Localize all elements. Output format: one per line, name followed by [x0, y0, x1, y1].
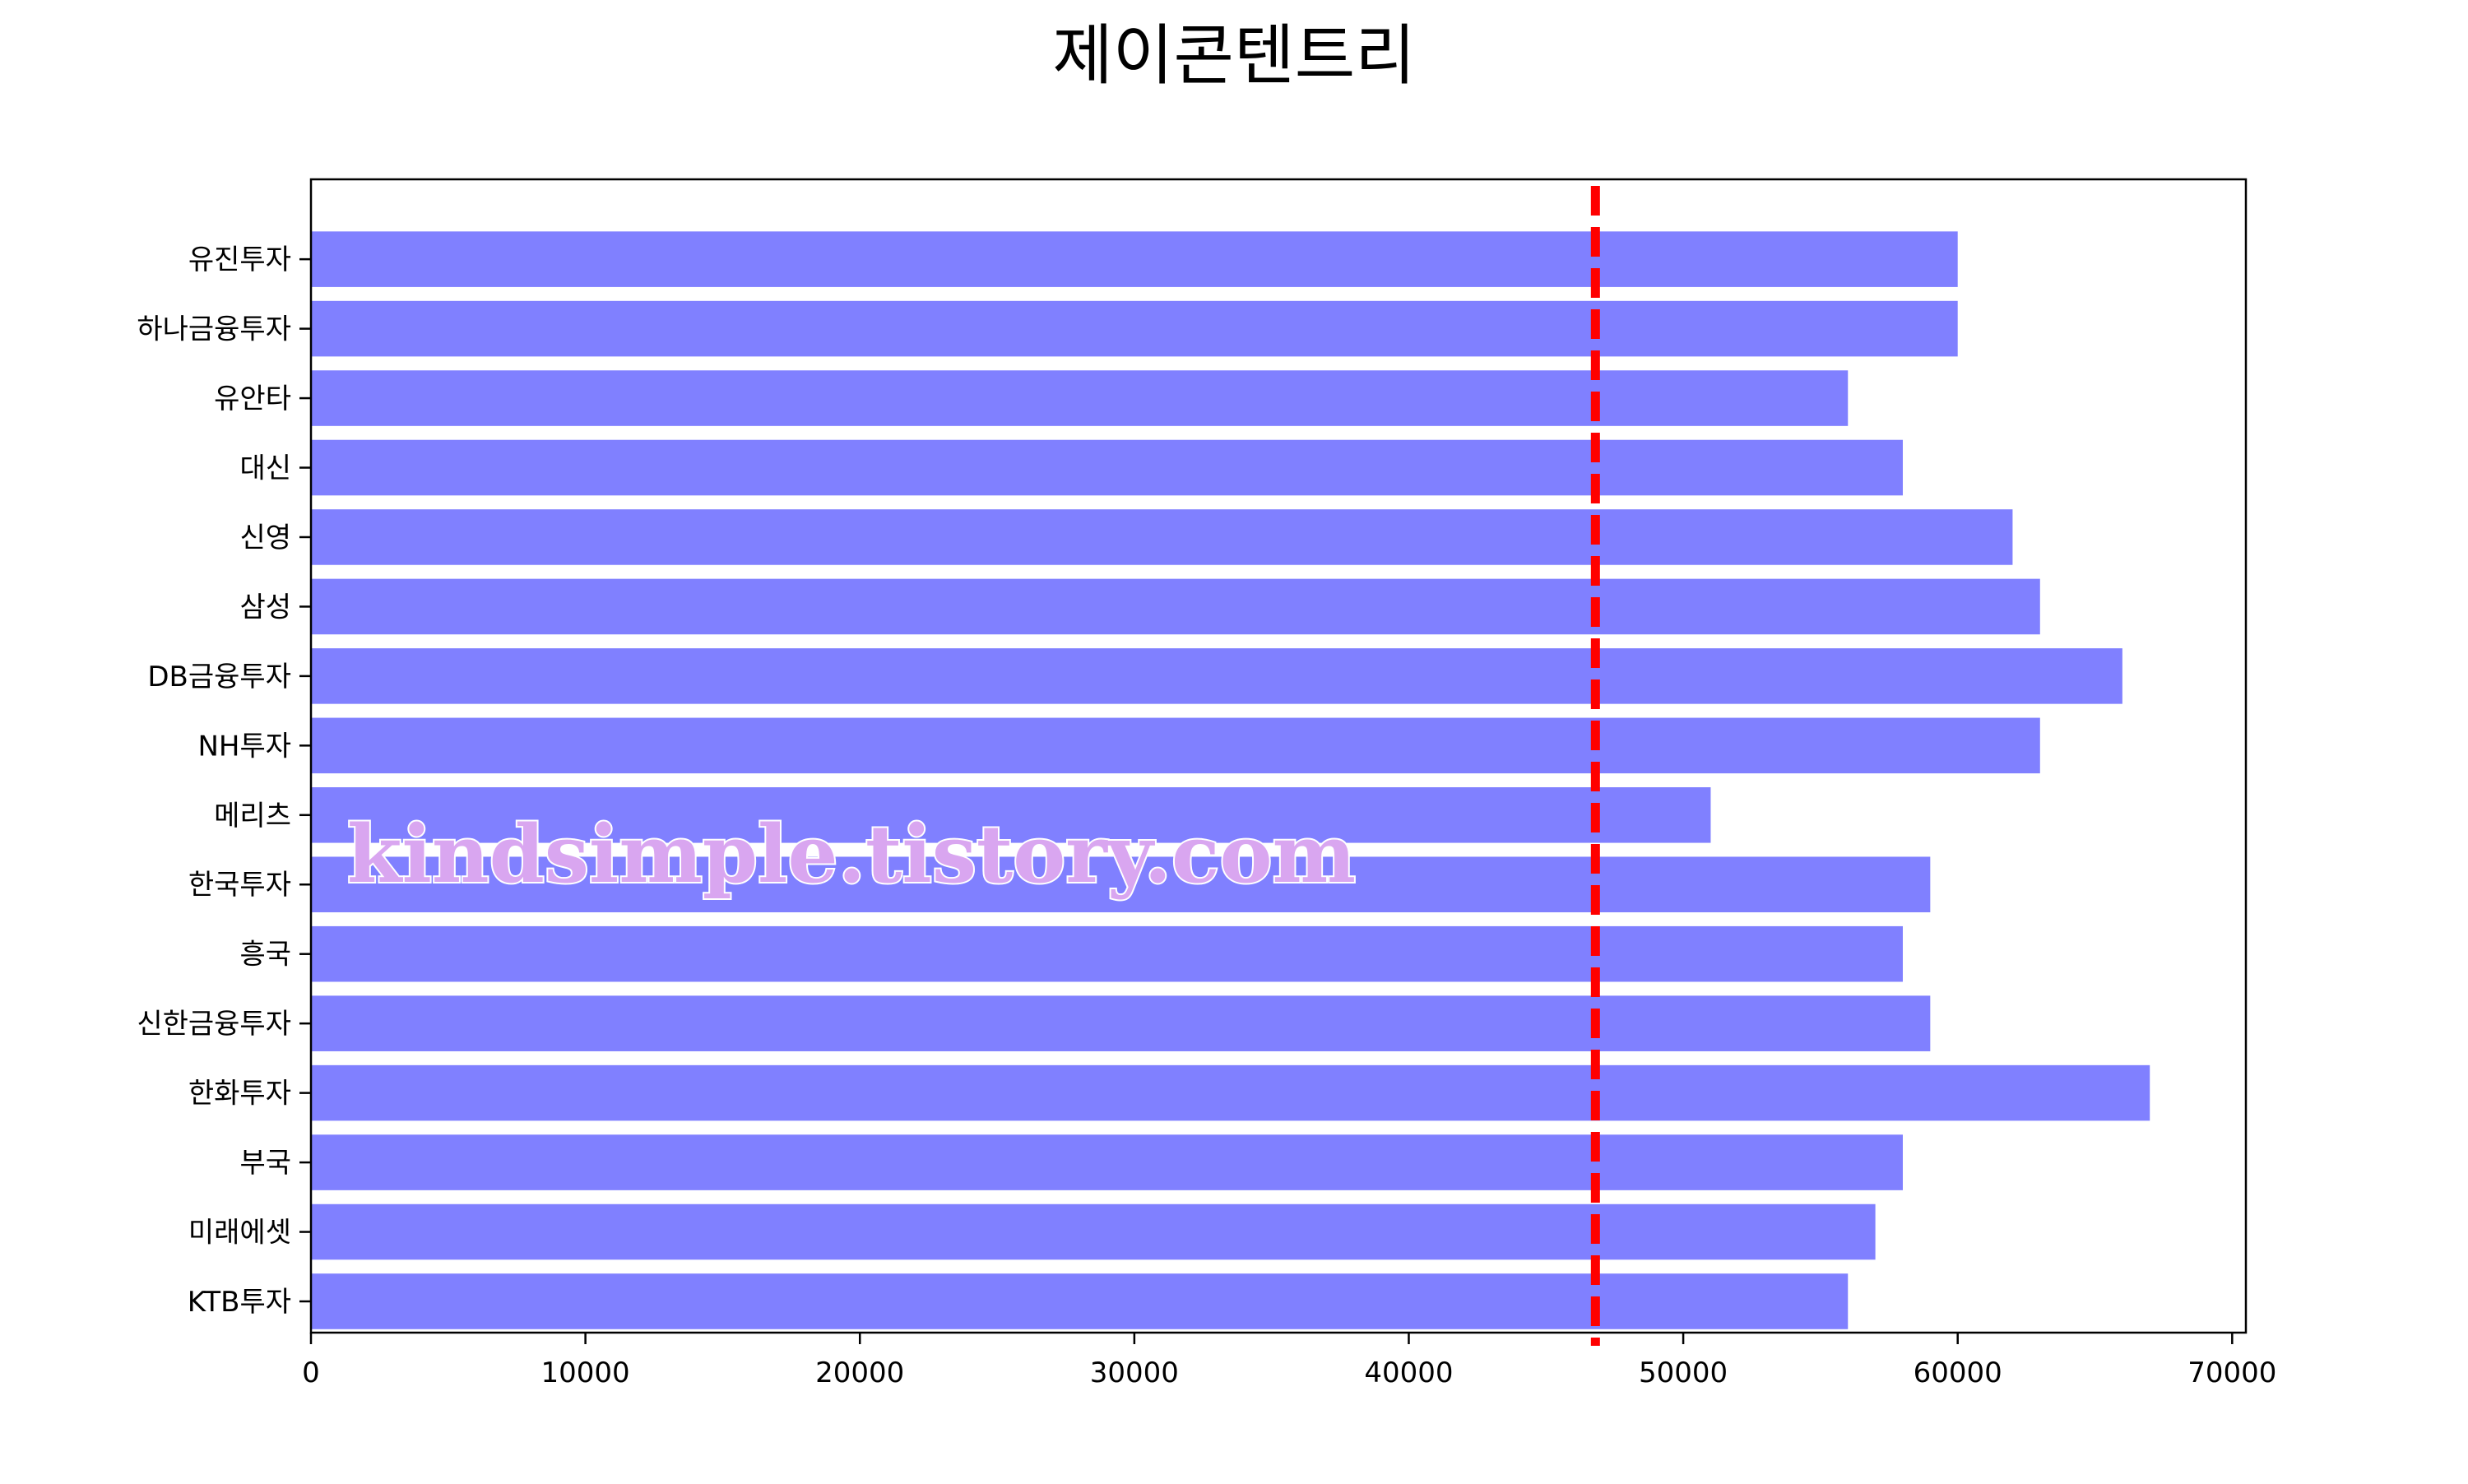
x-tick-label: 10000: [541, 1356, 630, 1389]
bar: [311, 995, 1931, 1051]
bar: [311, 231, 1958, 287]
y-tick-label: 유안타: [214, 383, 291, 415]
y-tick-label: 신한금융투자: [137, 1008, 291, 1041]
bar: [311, 1064, 2150, 1121]
y-tick-label: 메리츠: [214, 800, 291, 832]
bar: [311, 1134, 1903, 1190]
bar: [311, 787, 1711, 843]
bar: [311, 648, 2122, 704]
y-tick-label: 한국투자: [188, 869, 291, 902]
x-tick-label: 0: [302, 1356, 320, 1389]
bar: [311, 1273, 1849, 1329]
watermark-text: kindsimple.tistory.com: [347, 808, 1356, 901]
y-tick-label: 대신: [239, 452, 291, 485]
bar: [311, 439, 1903, 496]
y-tick-label: 부국: [239, 1147, 291, 1180]
y-tick-label: 한화투자: [188, 1078, 291, 1111]
bar: [311, 925, 1903, 982]
chart-title: 제이콘텐트리: [1052, 17, 1416, 94]
bar: [311, 578, 2040, 635]
plot-frame: [309, 178, 2248, 1334]
bar: [311, 1203, 1876, 1260]
x-tick-label: 40000: [1364, 1356, 1453, 1389]
bar: [311, 717, 2040, 774]
x-tick-label: 20000: [815, 1356, 904, 1389]
x-tick-label: 60000: [1914, 1356, 2002, 1389]
y-tick-label: 삼성: [239, 591, 291, 624]
y-tick-label: NH투자: [197, 730, 291, 763]
bar: [311, 300, 1958, 357]
x-tick-label: 30000: [1090, 1356, 1179, 1389]
x-tick-label: 70000: [2187, 1356, 2276, 1389]
y-tick-label: 유진투자: [188, 243, 291, 276]
bar: [311, 856, 1931, 913]
y-tick-label: 흥국: [239, 939, 291, 972]
bar: [311, 509, 2013, 565]
x-axis: 0 10000 20000 30000 40000 50000 60000 70000: [302, 1333, 2276, 1389]
x-tick-label: 50000: [1639, 1356, 1728, 1389]
y-tick-label: 신영: [239, 522, 291, 554]
bar: [311, 370, 1849, 426]
y-tick-label: 미래에셋: [188, 1217, 291, 1250]
y-tick-label: DB금융투자: [147, 661, 291, 693]
y-tick-label: KTB투자: [188, 1286, 291, 1319]
y-tick-label: 하나금융투자: [137, 313, 291, 346]
